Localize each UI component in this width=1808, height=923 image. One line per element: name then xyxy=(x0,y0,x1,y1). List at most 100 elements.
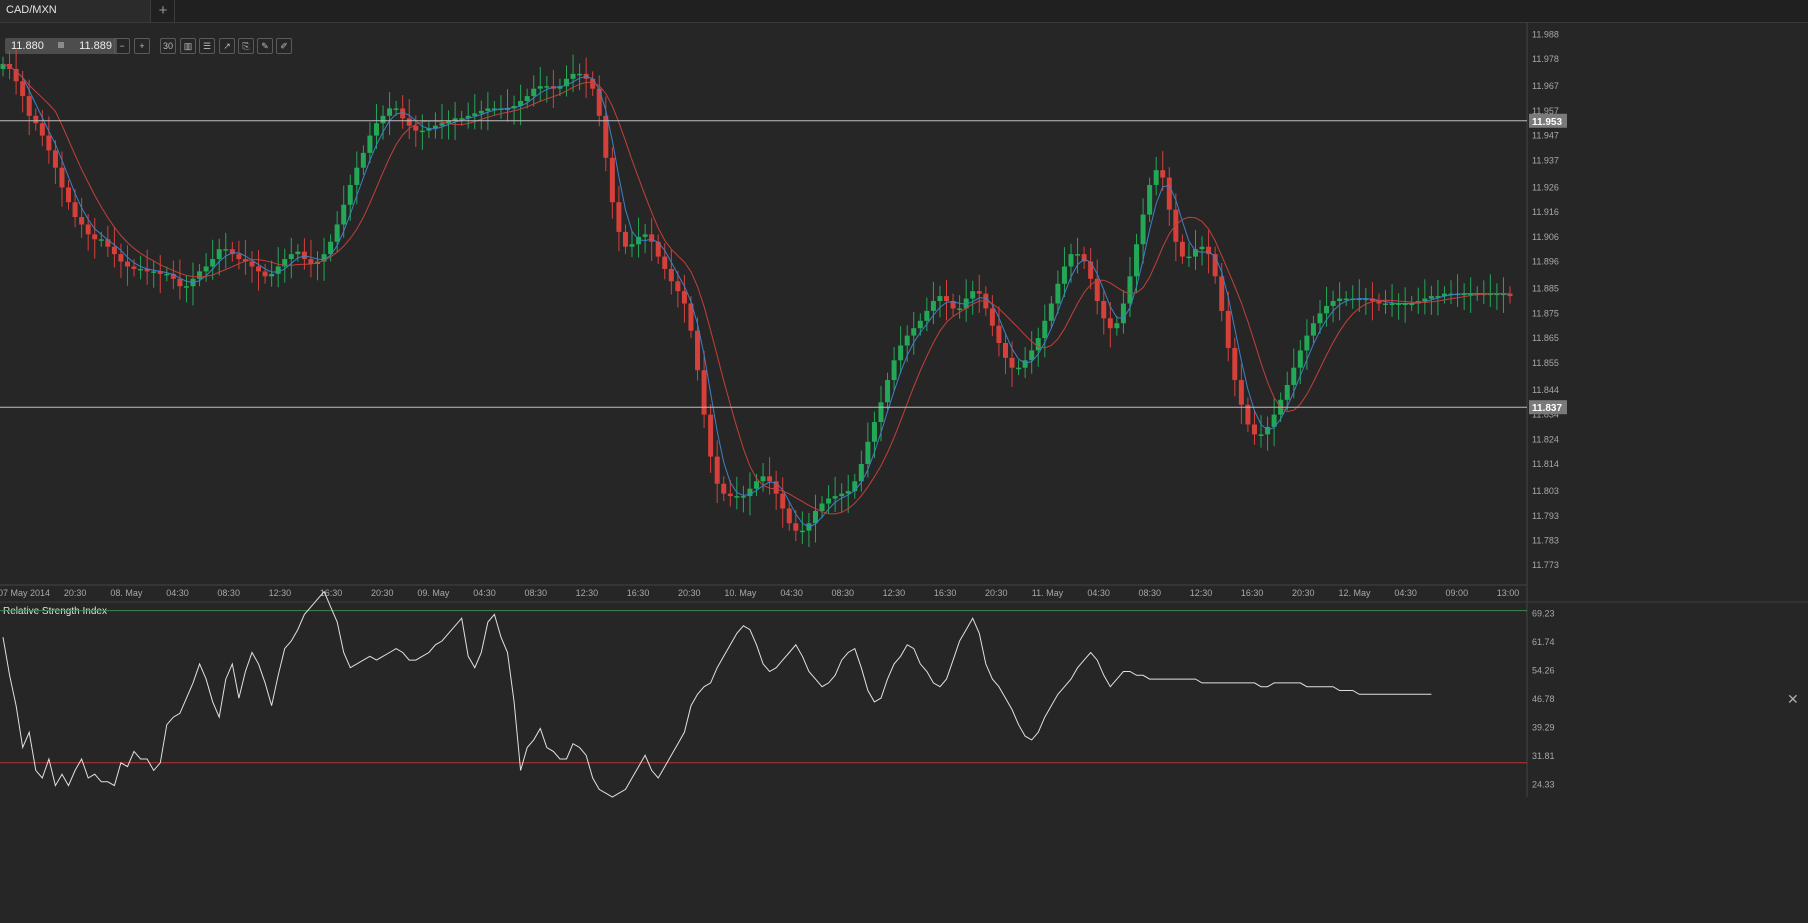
candle-body xyxy=(354,167,360,185)
candle-body xyxy=(478,110,484,114)
candle-body xyxy=(1075,254,1081,256)
close-rsi-icon[interactable]: ✕ xyxy=(1787,691,1799,707)
candle-body xyxy=(688,303,694,331)
candle-body xyxy=(832,496,838,499)
candle-body xyxy=(1107,318,1113,329)
candle-body xyxy=(20,81,26,97)
bid-price: 11.880 xyxy=(11,40,44,52)
zoom-out-icon[interactable]: − xyxy=(114,38,130,54)
candle-body xyxy=(885,380,891,403)
candle-body xyxy=(1369,298,1375,302)
indicators-icon[interactable]: ☰ xyxy=(199,38,215,54)
candle-body xyxy=(1225,310,1231,348)
candle-body xyxy=(124,261,130,267)
candle-body xyxy=(1245,404,1251,425)
time-tick-label: 08:30 xyxy=(524,588,547,598)
candle-body xyxy=(1009,357,1015,368)
candle-body xyxy=(767,476,773,482)
candle-body xyxy=(66,187,72,203)
add-tab-button[interactable]: + xyxy=(152,0,175,22)
candle-body xyxy=(426,128,432,131)
zoom-in-icon[interactable]: + xyxy=(134,38,150,54)
candle-body xyxy=(46,135,52,151)
time-tick-label: 20:30 xyxy=(64,588,87,598)
rsi-tick-label: 39.29 xyxy=(1532,722,1555,732)
candle-body xyxy=(1310,323,1316,336)
price-tick-label: 11.937 xyxy=(1532,155,1559,165)
candle-body xyxy=(1441,293,1447,297)
candle-body xyxy=(1500,293,1506,296)
candle-body xyxy=(1140,214,1146,245)
candle-body xyxy=(786,508,792,524)
candle-body xyxy=(236,254,242,260)
tab-cad-mxn[interactable]: CAD/MXN xyxy=(0,0,151,22)
candle-body xyxy=(878,402,884,423)
tab-label: CAD/MXN xyxy=(6,4,57,16)
price-tick-label: 11.803 xyxy=(1532,486,1559,496)
time-tick-label: 16:30 xyxy=(627,588,650,598)
timeframe-icon[interactable]: 30 xyxy=(160,38,176,54)
time-tick-label: 12. May xyxy=(1338,588,1371,598)
candle-body xyxy=(1055,283,1061,304)
time-tick-label: 20:30 xyxy=(371,588,394,598)
time-tick-label: 12:30 xyxy=(269,588,292,598)
candle-body xyxy=(1507,293,1513,297)
candle-body xyxy=(924,310,930,321)
price-tick-label: 11.926 xyxy=(1532,182,1559,192)
candle-body xyxy=(1402,303,1408,305)
candle-body xyxy=(1212,254,1218,277)
candle-body xyxy=(780,493,786,509)
candle-body xyxy=(649,234,655,242)
candle-body xyxy=(865,441,871,465)
candle-body xyxy=(170,273,176,279)
candle-body xyxy=(557,86,563,89)
candle-body xyxy=(839,493,845,497)
candle-body xyxy=(1409,303,1415,305)
time-tick-label: 04:30 xyxy=(1087,588,1110,598)
edit-icon[interactable]: ✎ xyxy=(257,38,273,54)
draw-icon[interactable]: ✐ xyxy=(276,38,292,54)
candle-body xyxy=(511,105,517,109)
candle-body xyxy=(59,167,65,188)
candle-body xyxy=(662,256,668,269)
candle-body xyxy=(1068,254,1074,267)
tab-bar: CAD/MXN + xyxy=(0,0,1808,23)
candle-body xyxy=(616,202,622,232)
candle-body xyxy=(118,254,124,262)
candle-body xyxy=(79,217,85,225)
candle-body xyxy=(858,464,864,482)
candle-body xyxy=(976,291,982,294)
price-tick-label: 11.865 xyxy=(1532,333,1559,343)
chart-settings-icon[interactable]: ↗ xyxy=(219,38,235,54)
candle-body xyxy=(210,259,216,267)
candle-body xyxy=(590,78,596,89)
candle-body xyxy=(930,301,936,311)
candle-body xyxy=(301,251,307,260)
candle-body xyxy=(439,123,445,126)
candle-body xyxy=(1448,293,1454,296)
candle-body xyxy=(321,254,327,262)
candle-body xyxy=(1192,249,1198,257)
candle-body xyxy=(26,96,32,116)
candle-body xyxy=(406,118,412,126)
price-level-tag xyxy=(1529,113,1567,128)
candle-body xyxy=(1258,434,1264,436)
candle-body xyxy=(85,224,91,235)
candle-body xyxy=(39,123,45,136)
price-level-label: 11.837 xyxy=(1532,403,1562,414)
price-tick-label: 11.793 xyxy=(1532,511,1559,521)
ma-slow-line xyxy=(2,63,1511,515)
candle-body xyxy=(1114,323,1120,329)
candle-type-icon[interactable]: ▥ xyxy=(180,38,196,54)
template-icon[interactable]: ⎘ xyxy=(238,38,254,54)
candle-body xyxy=(701,370,707,415)
price-tick-label: 11.916 xyxy=(1532,207,1559,217)
candle-body xyxy=(675,281,681,292)
time-tick-label: 08:30 xyxy=(217,588,240,598)
candle-body xyxy=(138,268,144,271)
candle-body xyxy=(1363,298,1369,301)
time-tick-label: 12:30 xyxy=(576,588,599,598)
time-tick-label: 12:30 xyxy=(1190,588,1213,598)
candle-body xyxy=(898,345,904,361)
